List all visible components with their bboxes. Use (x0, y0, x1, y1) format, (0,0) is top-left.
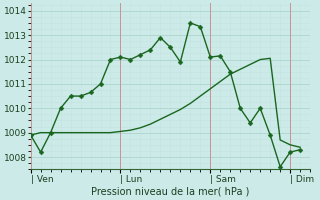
X-axis label: Pression niveau de la mer( hPa ): Pression niveau de la mer( hPa ) (91, 187, 250, 197)
